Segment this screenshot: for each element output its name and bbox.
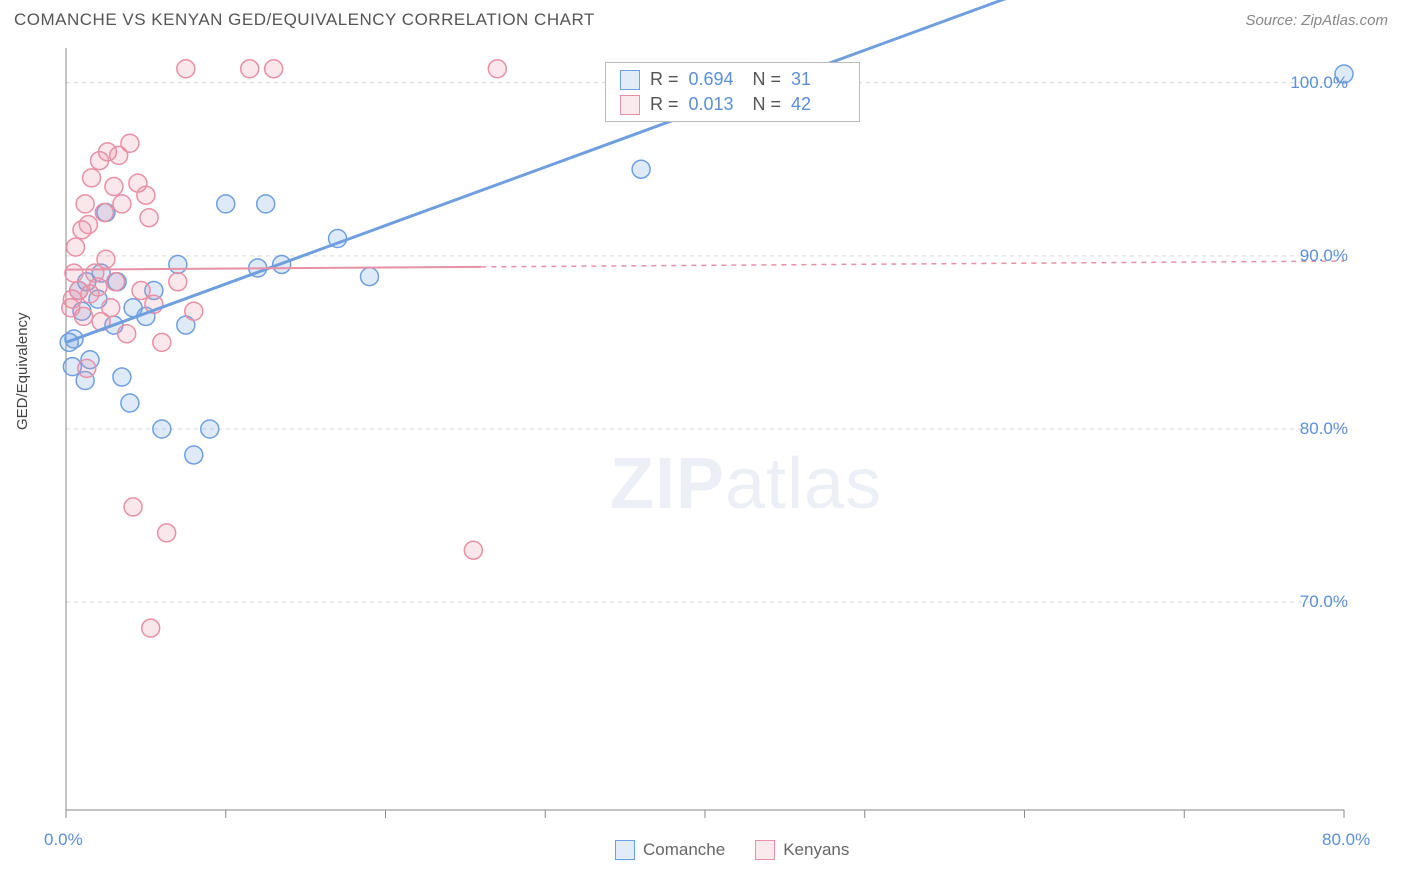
legend-swatch (620, 70, 640, 90)
stat-n-value: 42 (791, 94, 845, 115)
stat-label: R = (650, 69, 679, 90)
legend-item: Comanche (615, 840, 725, 860)
stats-row: R = 0.694 N = 31 (606, 67, 859, 92)
chart-title: COMANCHE VS KENYAN GED/EQUIVALENCY CORRE… (14, 10, 595, 30)
y-tick-label: 80.0% (1300, 419, 1348, 439)
y-axis-label: GED/Equivalency (14, 312, 31, 430)
chart-header: COMANCHE VS KENYAN GED/EQUIVALENCY CORRE… (0, 0, 1406, 36)
legend-label: Comanche (643, 840, 725, 860)
stat-label: N = (753, 69, 782, 90)
source-attribution: Source: ZipAtlas.com (1245, 12, 1388, 29)
legend-swatch (615, 840, 635, 860)
stat-label: N = (753, 94, 782, 115)
legend-swatch (620, 95, 640, 115)
legend-label: Kenyans (783, 840, 849, 860)
stats-legend: R = 0.694 N = 31 R = 0.013 N = 42 (605, 62, 860, 122)
y-tick-label: 70.0% (1300, 592, 1348, 612)
stat-label: R = (650, 94, 679, 115)
y-tick-label: 90.0% (1300, 246, 1348, 266)
stats-row: R = 0.013 N = 42 (606, 92, 859, 117)
plot-area: ZIPatlas R =0.694N =31R =0.013N =42 70.0… (50, 48, 1360, 810)
scatter-chart-svg (50, 48, 1360, 810)
series-legend: Comanche Kenyans (615, 840, 849, 860)
legend-item: Kenyans (755, 840, 849, 860)
stat-r-value: 0.694 (689, 69, 743, 90)
legend-swatch (755, 840, 775, 860)
stat-n-value: 31 (791, 69, 845, 90)
y-tick-label: 100.0% (1290, 73, 1348, 93)
stat-r-value: 0.013 (689, 94, 743, 115)
